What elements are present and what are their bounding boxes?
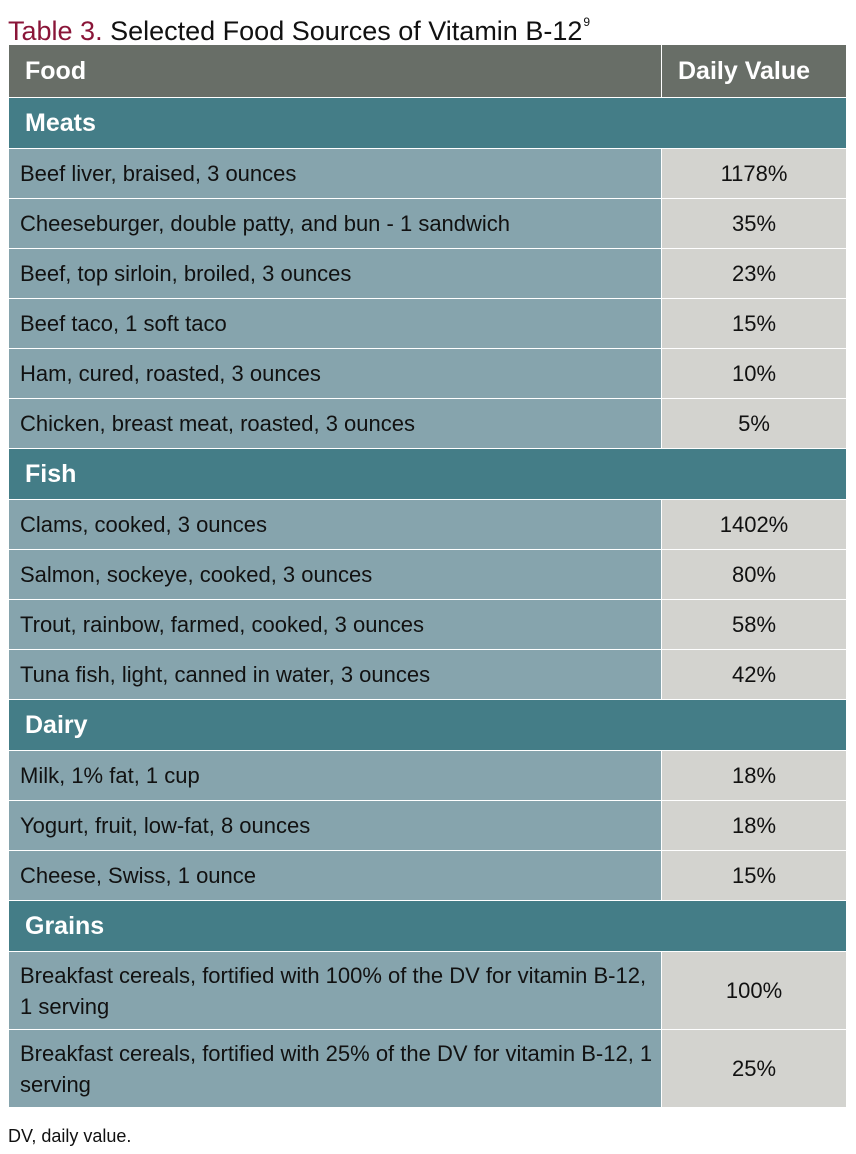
daily-value-cell: 80% xyxy=(661,549,847,600)
food-cell: Yogurt, fruit, low-fat, 8 ounces xyxy=(8,800,662,851)
daily-value-cell: 10% xyxy=(661,348,847,399)
table-row: Breakfast cereals, fortified with 100% o… xyxy=(8,951,847,1030)
table-row: Milk, 1% fat, 1 cup 18% xyxy=(8,750,847,801)
daily-value-cell: 23% xyxy=(661,248,847,299)
food-cell: Clams, cooked, 3 ounces xyxy=(8,499,662,550)
food-cell: Beef, top sirloin, broiled, 3 ounces xyxy=(8,248,662,299)
daily-value-cell: 42% xyxy=(661,649,847,700)
table-row: Beef liver, braised, 3 ounces 1178% xyxy=(8,148,847,199)
food-cell: Tuna fish, light, canned in water, 3 oun… xyxy=(8,649,662,700)
food-cell: Breakfast cereals, fortified with 100% o… xyxy=(8,951,662,1030)
section-label: Grains xyxy=(8,900,847,952)
section-row-fish: Fish xyxy=(8,448,847,500)
food-cell: Chicken, breast meat, roasted, 3 ounces xyxy=(8,398,662,449)
section-row-grains: Grains xyxy=(8,900,847,952)
daily-value-cell: 25% xyxy=(661,1029,847,1108)
table-row: Clams, cooked, 3 ounces 1402% xyxy=(8,499,847,550)
daily-value-cell: 15% xyxy=(661,850,847,901)
table-number: Table 3. xyxy=(8,16,103,46)
table-row: Breakfast cereals, fortified with 25% of… xyxy=(8,1029,847,1108)
food-cell: Cheese, Swiss, 1 ounce xyxy=(8,850,662,901)
daily-value-cell: 1178% xyxy=(661,148,847,199)
daily-value-cell: 58% xyxy=(661,599,847,650)
daily-value-cell: 18% xyxy=(661,750,847,801)
column-header-daily-value: Daily Value xyxy=(661,44,847,98)
food-cell: Trout, rainbow, farmed, cooked, 3 ounces xyxy=(8,599,662,650)
table-title-text: Selected Food Sources of Vitamin B-12 xyxy=(110,16,583,46)
table-row: Ham, cured, roasted, 3 ounces 10% xyxy=(8,348,847,399)
daily-value-cell: 18% xyxy=(661,800,847,851)
section-label: Meats xyxy=(8,97,847,149)
section-row-meats: Meats xyxy=(8,97,847,149)
table-title: Table 3. Selected Food Sources of Vitami… xyxy=(8,4,848,46)
daily-value-cell: 35% xyxy=(661,198,847,249)
daily-value-cell: 5% xyxy=(661,398,847,449)
daily-value-cell: 15% xyxy=(661,298,847,349)
table-row: Yogurt, fruit, low-fat, 8 ounces 18% xyxy=(8,800,847,851)
food-cell: Breakfast cereals, fortified with 25% of… xyxy=(8,1029,662,1108)
food-cell: Ham, cured, roasted, 3 ounces xyxy=(8,348,662,399)
daily-value-cell: 100% xyxy=(661,951,847,1030)
section-row-dairy: Dairy xyxy=(8,699,847,751)
table-row: Trout, rainbow, farmed, cooked, 3 ounces… xyxy=(8,599,847,650)
table-row: Cheeseburger, double patty, and bun - 1 … xyxy=(8,198,847,249)
table-row: Beef, top sirloin, broiled, 3 ounces 23% xyxy=(8,248,847,299)
table-header-row: Food Daily Value xyxy=(8,44,847,98)
table-footnote: DV, daily value. xyxy=(8,1126,132,1146)
food-cell: Salmon, sockeye, cooked, 3 ounces xyxy=(8,549,662,600)
table-row: Tuna fish, light, canned in water, 3 oun… xyxy=(8,649,847,700)
food-cell: Cheeseburger, double patty, and bun - 1 … xyxy=(8,198,662,249)
daily-value-cell: 1402% xyxy=(661,499,847,550)
section-label: Dairy xyxy=(8,699,847,751)
food-cell: Milk, 1% fat, 1 cup xyxy=(8,750,662,801)
food-cell: Beef liver, braised, 3 ounces xyxy=(8,148,662,199)
table-row: Cheese, Swiss, 1 ounce 15% xyxy=(8,850,847,901)
food-cell: Beef taco, 1 soft taco xyxy=(8,298,662,349)
table-row: Beef taco, 1 soft taco 15% xyxy=(8,298,847,349)
column-header-food: Food xyxy=(8,44,662,98)
table-row: Chicken, breast meat, roasted, 3 ounces … xyxy=(8,398,847,449)
reference-superscript: 9 xyxy=(583,15,591,29)
table-row: Salmon, sockeye, cooked, 3 ounces 80% xyxy=(8,549,847,600)
vitamin-b12-table: Food Daily Value Meats Beef liver, brais… xyxy=(8,44,847,1108)
section-label: Fish xyxy=(8,448,847,500)
